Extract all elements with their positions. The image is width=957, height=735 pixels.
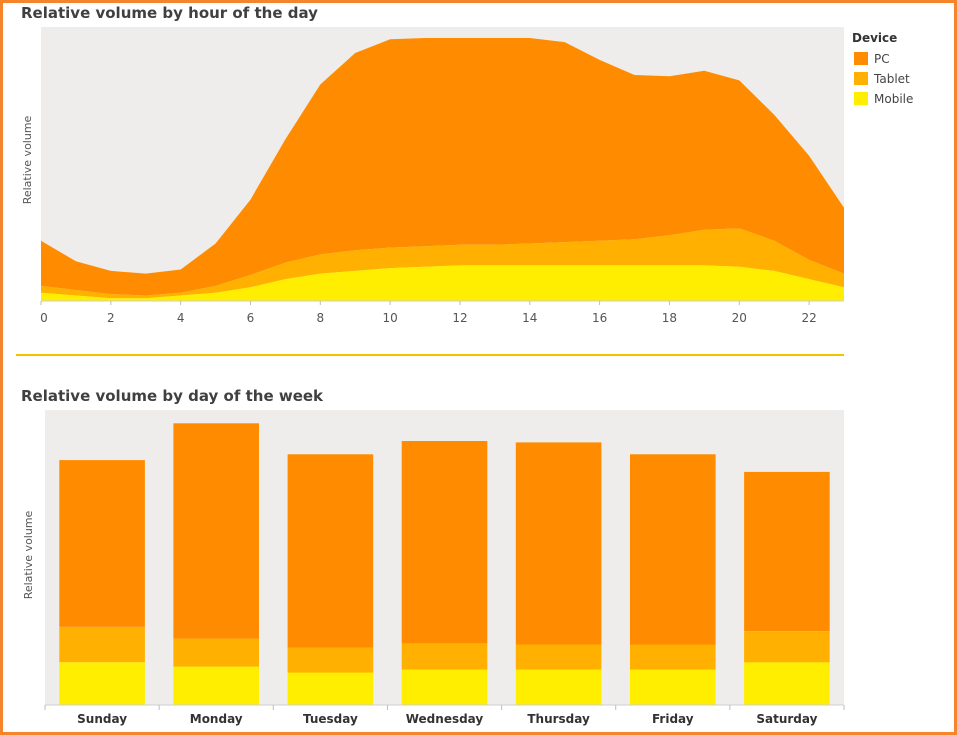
weekday-y-axis-label: Relative volume — [22, 510, 35, 599]
bar-sunday-tablet — [59, 626, 145, 663]
bar-friday-mobile — [630, 669, 716, 705]
day-tick-label: Friday — [652, 712, 694, 726]
hour-tick-label: 16 — [592, 311, 607, 325]
bar-thursday-tablet — [515, 644, 602, 670]
bar-thursday-mobile — [515, 669, 602, 705]
bar-tuesday-pc — [287, 454, 374, 648]
hour-tick-label: 0 — [40, 311, 48, 325]
legend-label-tablet: Tablet — [873, 72, 910, 86]
bar-tuesday-tablet — [287, 647, 374, 673]
hour-tick-label: 20 — [732, 311, 747, 325]
hour-tick-label: 8 — [316, 311, 324, 325]
bar-friday-pc — [630, 454, 716, 645]
weekday-bar-chart: Relative volume by day of the week Sunda… — [21, 387, 845, 726]
hour-tick-label: 12 — [452, 311, 467, 325]
area-pc — [41, 38, 844, 296]
hour-tick-label: 14 — [522, 311, 537, 325]
device-legend: Device PC Tablet Mobile — [852, 31, 913, 106]
legend-label-mobile: Mobile — [874, 92, 913, 106]
legend-swatch-pc — [854, 52, 868, 65]
bar-wednesday-mobile — [401, 669, 488, 705]
bar-sunday-pc — [59, 460, 145, 627]
hourly-chart-title: Relative volume by hour of the day — [21, 4, 318, 22]
legend-label-pc: PC — [874, 52, 890, 66]
hourly-y-axis-label: Relative volume — [21, 115, 34, 204]
legend-title: Device — [852, 31, 897, 45]
bar-saturday-tablet — [744, 631, 830, 663]
hour-tick-label: 22 — [801, 311, 816, 325]
hourly-x-ticks: 0 2 4 6 8 10 12 14 16 18 20 22 — [40, 301, 817, 325]
weekday-x-ticks: Sunday Monday Tuesday Wednesday Thursday Frid… — [44, 705, 845, 726]
bar-wednesday-pc — [401, 441, 488, 644]
bar-tuesday-mobile — [287, 672, 374, 705]
hour-tick-label: 10 — [382, 311, 397, 325]
bar-monday-mobile — [173, 666, 259, 705]
legend-swatch-mobile — [854, 92, 868, 105]
hour-tick-label: 6 — [247, 311, 255, 325]
bar-saturday-mobile — [744, 662, 830, 705]
bar-saturday-pc — [744, 471, 830, 632]
hour-tick-label: 18 — [662, 311, 677, 325]
day-tick-label: Sunday — [77, 712, 127, 726]
day-tick-label: Saturday — [756, 712, 817, 726]
legend-swatch-tablet — [854, 72, 868, 85]
weekday-chart-title: Relative volume by day of the week — [21, 387, 324, 405]
bar-thursday-pc — [515, 442, 602, 645]
bar-sunday-mobile — [59, 662, 145, 705]
area-mobile — [41, 265, 844, 301]
weekday-bars — [59, 423, 830, 705]
area-tablet — [41, 228, 844, 299]
bar-monday-pc — [173, 423, 259, 639]
hour-tick-label: 4 — [177, 311, 185, 325]
hour-tick-label: 2 — [107, 311, 115, 325]
day-tick-label: Wednesday — [406, 712, 484, 726]
bar-monday-tablet — [173, 638, 259, 667]
day-tick-label: Thursday — [527, 712, 590, 726]
day-tick-label: Monday — [190, 712, 243, 726]
bar-wednesday-tablet — [401, 643, 488, 670]
day-tick-label: Tuesday — [303, 712, 358, 726]
hourly-areas — [41, 38, 844, 301]
hourly-area-chart: Relative volume by hour of the day 0 2 4 6 8… — [21, 4, 844, 325]
bar-friday-tablet — [630, 644, 716, 670]
